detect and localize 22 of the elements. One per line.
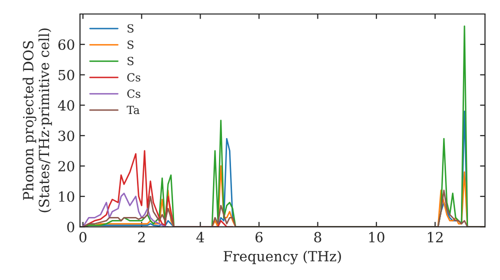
x-tick-label: 0 [79, 232, 86, 242]
legend-label: Cs [127, 89, 140, 98]
y-axis-title: Phonon projected DOS (States/THz·primitive cell) [22, 28, 52, 212]
x-tick-label: 6 [256, 232, 263, 242]
y-tick-label: 0 [67, 222, 74, 232]
legend-label: Ta [126, 106, 140, 114]
y-tick-label: 60 [58, 39, 74, 50]
x-tick-label: 8 [314, 232, 322, 242]
x-tick-label: 10 [369, 232, 384, 242]
x-tick-label: 4 [196, 232, 204, 242]
legend-label: S [128, 40, 134, 49]
y-tick-label: 40 [58, 100, 74, 111]
x-tick-label: 2 [138, 232, 145, 242]
y-tick-label: 20 [58, 160, 74, 172]
legend-label: S [128, 56, 134, 66]
y-tick-label: 50 [58, 70, 74, 80]
x-tick-label: 12 [428, 232, 443, 242]
y-tick-label: 30 [58, 130, 74, 142]
x-axis-title: Frequency (THz) [224, 250, 341, 264]
y-tick-label: 10 [59, 191, 74, 202]
legend-label: S [128, 24, 134, 33]
legend-label: Cs [127, 73, 140, 82]
